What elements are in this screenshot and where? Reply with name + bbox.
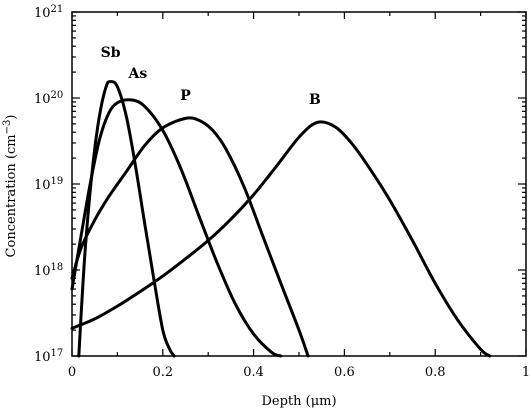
y-axis-label-sup: −3 [2, 120, 13, 135]
x-tick-label: 1 [522, 365, 530, 380]
series-label-as: As [127, 66, 147, 82]
series-line-sb [77, 80, 176, 358]
x-tick-label: 0 [68, 365, 76, 380]
y-tick-label: 1019 [34, 176, 63, 194]
y-axis-label-main: Concentration (cm [4, 134, 19, 257]
y-tick-labels: 1017 1018 1019 1020 1021 [34, 4, 63, 366]
y-tick-label: 1021 [34, 4, 63, 22]
x-tick-label: 0.2 [152, 365, 173, 380]
series-line-as [70, 98, 283, 358]
y-axis-label: Concentration (cm−3) [2, 115, 20, 258]
series-curves [70, 80, 492, 358]
series-label-b: B [309, 92, 321, 108]
series-line-b [70, 120, 492, 358]
x-tick-label: 0.4 [243, 365, 264, 380]
x-axis-label: Depth (μm) [261, 394, 336, 409]
y-axis-label-end: ) [4, 115, 19, 120]
series-labels: Sb As P B [101, 45, 321, 108]
x-tick-labels: 0 0.2 0.4 0.6 0.8 1 [68, 365, 530, 380]
axis-ticks [71, 11, 527, 357]
y-tick-label: 1020 [34, 90, 63, 108]
plot-frame [71, 11, 527, 357]
x-tick-label: 0.8 [425, 365, 446, 380]
series-line-p [70, 116, 310, 358]
y-tick-label: 1018 [34, 262, 63, 280]
y-tick-label: 1017 [34, 348, 63, 366]
series-label-sb: Sb [101, 45, 121, 61]
series-label-p: P [180, 88, 191, 104]
x-tick-label: 0.6 [334, 365, 355, 380]
